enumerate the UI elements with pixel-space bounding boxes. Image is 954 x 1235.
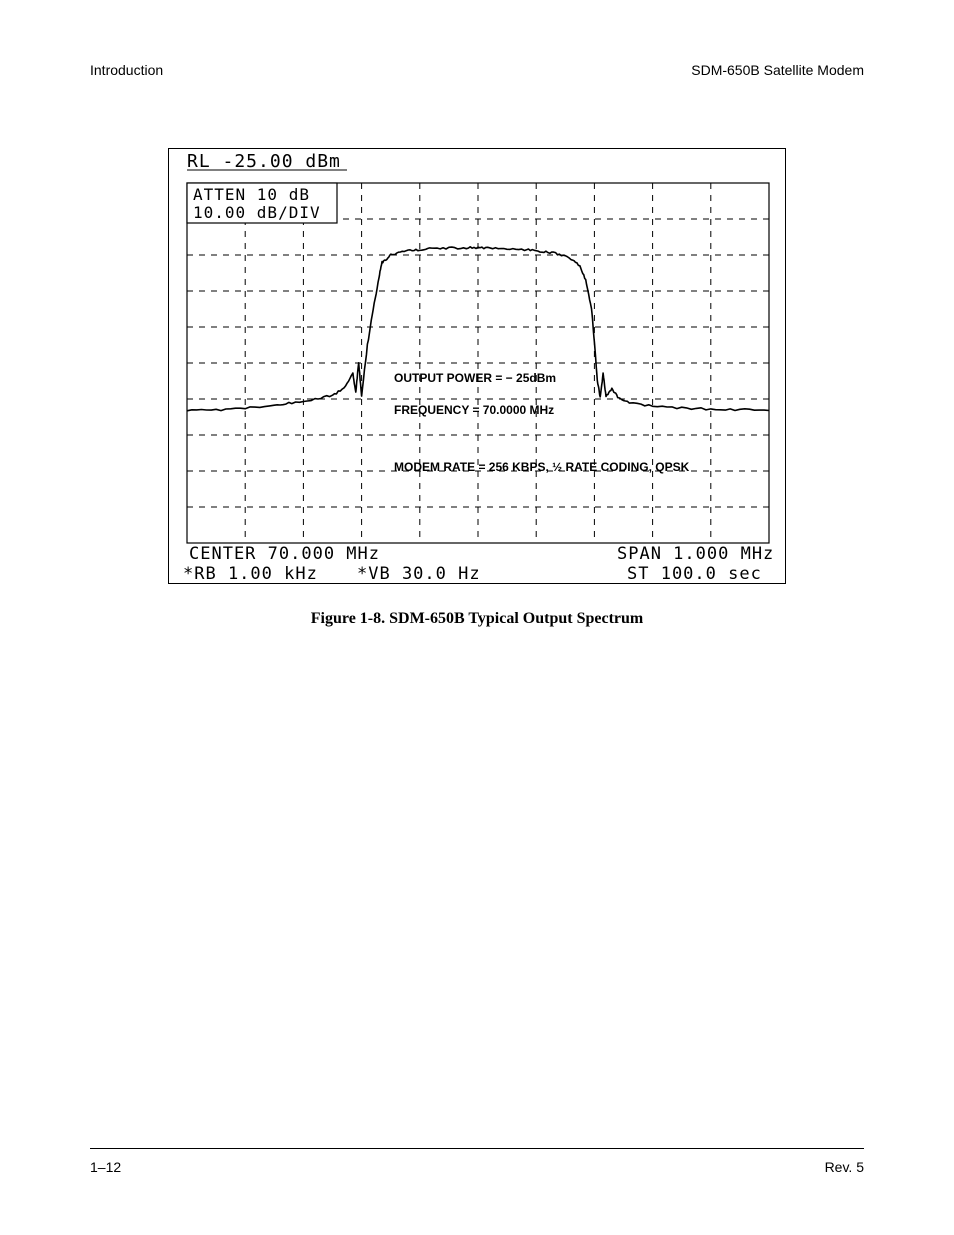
svg-text:*VB 30.0 Hz: *VB 30.0 Hz — [357, 564, 481, 584]
svg-text:ATTEN 10 dB: ATTEN 10 dB — [193, 185, 310, 204]
spectrum-plot-frame: RL -25.00 dBm ATTEN 10 dB10.00 dB/DIV OUTP… — [168, 148, 786, 584]
svg-text:SPAN 1.000 MHz: SPAN 1.000 MHz — [617, 544, 774, 564]
footer-right: Rev. 5 — [825, 1159, 864, 1175]
header-left: Introduction — [90, 62, 163, 78]
svg-text:RL -25.00 dBm: RL -25.00 dBm — [187, 151, 341, 172]
svg-text:*RB 1.00 kHz: *RB 1.00 kHz — [183, 564, 318, 584]
header-right: SDM-650B Satellite Modem — [691, 62, 864, 78]
page-footer: 1–12 Rev. 5 — [90, 1159, 864, 1175]
svg-text:OUTPUT POWER = − 25dBm: OUTPUT POWER = − 25dBm — [394, 371, 556, 385]
svg-text:10.00 dB/DIV: 10.00 dB/DIV — [193, 203, 321, 222]
page-header: Introduction SDM-650B Satellite Modem — [90, 62, 864, 78]
footer-left: 1–12 — [90, 1159, 121, 1175]
footer-rule — [90, 1148, 864, 1149]
svg-text:FREQUENCY = 70.0000 MHz: FREQUENCY = 70.0000 MHz — [394, 403, 554, 417]
svg-text:CENTER 70.000 MHz: CENTER 70.000 MHz — [189, 544, 380, 564]
figure-block: RL -25.00 dBm ATTEN 10 dB10.00 dB/DIV OUTP… — [168, 148, 786, 628]
svg-text:MODEM RATE = 256 KBPS, ½ RATE: MODEM RATE = 256 KBPS, ½ RATE CODING, QP… — [394, 460, 690, 474]
svg-text:ST 100.0 sec: ST 100.0 sec — [627, 564, 762, 584]
spectrum-plot: RL -25.00 dBm ATTEN 10 dB10.00 dB/DIV OUTP… — [169, 149, 787, 585]
page: Introduction SDM-650B Satellite Modem RL… — [0, 0, 954, 1235]
figure-caption: Figure 1-8. SDM-650B Typical Output Spec… — [168, 610, 786, 628]
